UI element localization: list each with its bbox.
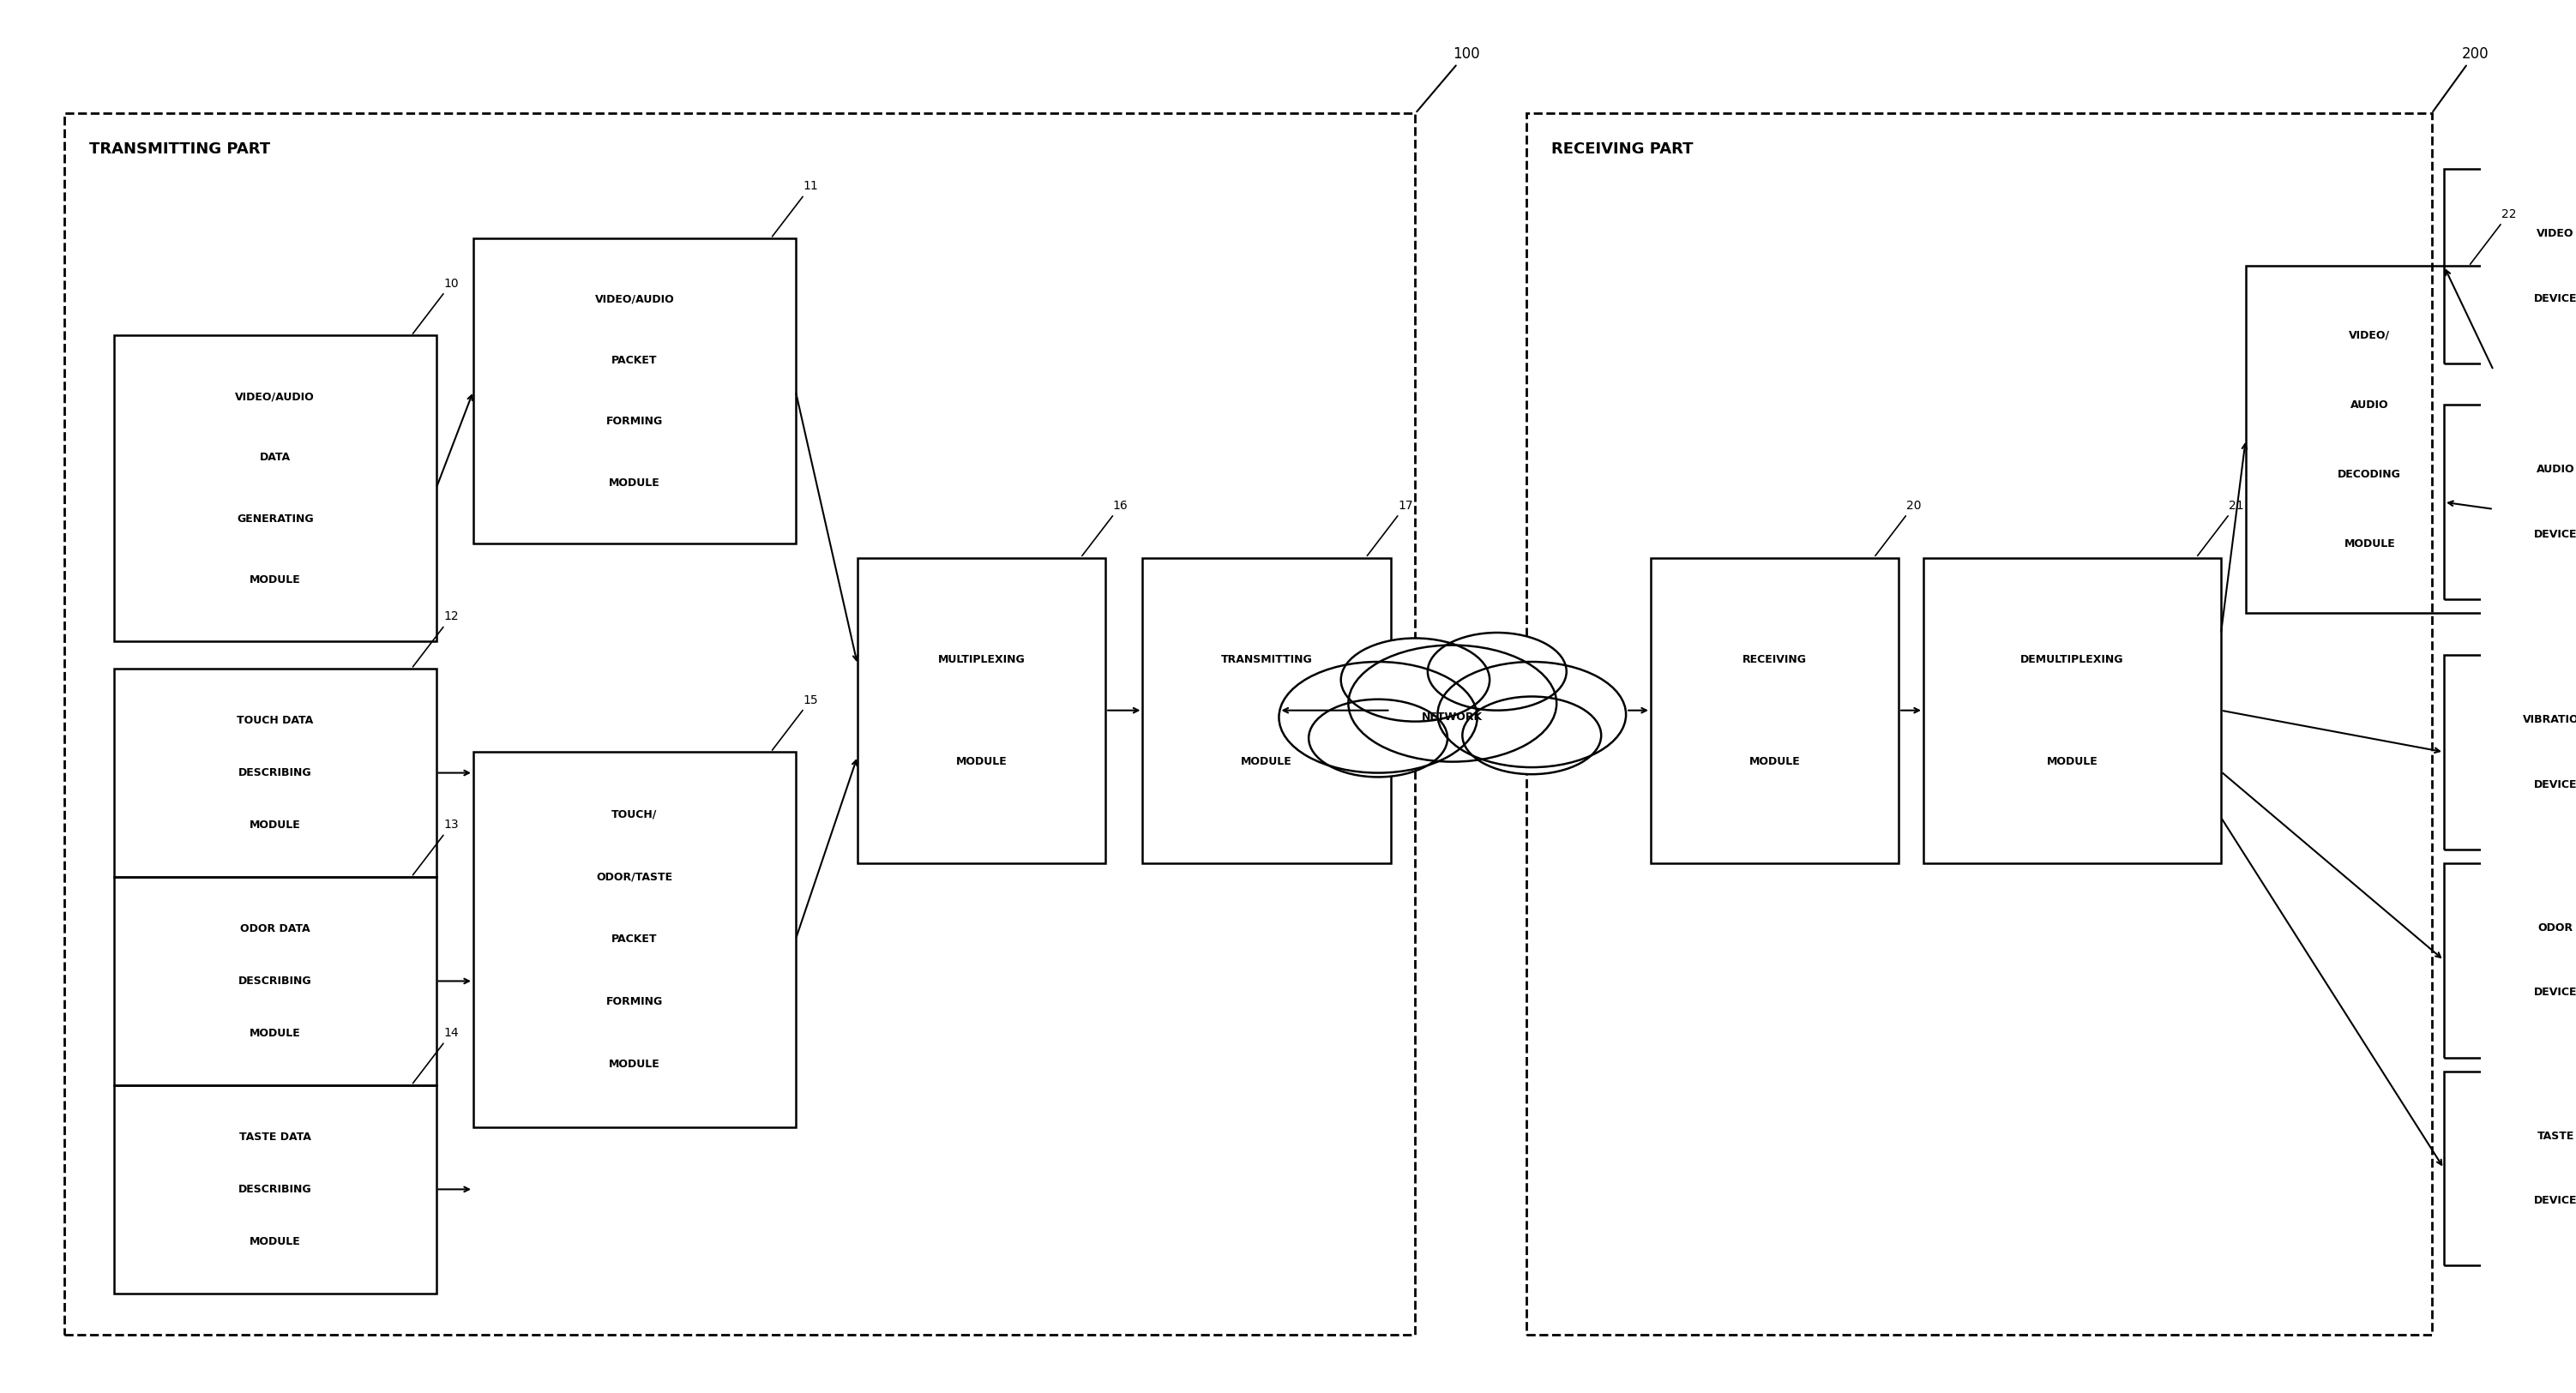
Bar	[2445, 864, 2576, 1057]
Bar	[1651, 557, 1899, 864]
Text: DECODING: DECODING	[2339, 469, 2401, 481]
Text: ODOR DATA: ODOR DATA	[240, 924, 309, 935]
Text: NETWORK: NETWORK	[1422, 712, 1484, 723]
Text: MODULE: MODULE	[250, 574, 301, 585]
Text: 17: 17	[1368, 500, 1414, 556]
Text: RECEIVING: RECEIVING	[1741, 653, 1806, 664]
Text: DEVICE: DEVICE	[2535, 529, 2576, 540]
Text: TASTE: TASTE	[2537, 1131, 2573, 1142]
Bar	[113, 1085, 435, 1294]
Text: DEVICE: DEVICE	[2535, 293, 2576, 304]
Text: DESCRIBING: DESCRIBING	[240, 768, 312, 779]
Bar	[1144, 557, 1391, 864]
Bar	[2445, 1071, 2576, 1266]
Text: MODULE: MODULE	[250, 1028, 301, 1039]
Circle shape	[1278, 662, 1476, 773]
Bar	[2246, 266, 2494, 613]
Bar	[2445, 655, 2576, 850]
Text: VIDEO/: VIDEO/	[2349, 330, 2391, 341]
Text: 22: 22	[2470, 208, 2517, 265]
Text: AUDIO: AUDIO	[2537, 464, 2573, 475]
Text: PACKET: PACKET	[611, 355, 657, 366]
Text: TOUCH DATA: TOUCH DATA	[237, 715, 314, 726]
Text: AUDIO: AUDIO	[2349, 400, 2388, 411]
Circle shape	[1347, 645, 1556, 762]
Text: DEVICE: DEVICE	[2535, 988, 2576, 999]
Bar	[474, 752, 796, 1127]
Bar	[2445, 405, 2576, 599]
Text: MODULE: MODULE	[608, 478, 659, 489]
Text: DESCRIBING: DESCRIBING	[240, 975, 312, 986]
Bar	[1528, 113, 2432, 1334]
Text: 10: 10	[412, 277, 459, 334]
Text: 12: 12	[412, 610, 459, 667]
Bar	[64, 113, 1414, 1334]
Text: RECEIVING PART: RECEIVING PART	[1551, 141, 1692, 156]
Text: GENERATING: GENERATING	[237, 513, 314, 524]
Text: DATA: DATA	[260, 453, 291, 464]
Text: DEVICE: DEVICE	[2535, 1195, 2576, 1206]
Text: DESCRIBING: DESCRIBING	[240, 1184, 312, 1195]
Text: VIDEO/AUDIO: VIDEO/AUDIO	[595, 294, 675, 305]
Text: FORMING: FORMING	[605, 996, 662, 1007]
Text: VIDEO: VIDEO	[2537, 228, 2573, 240]
Text: DEMULTIPLEXING: DEMULTIPLEXING	[2020, 653, 2123, 664]
Text: TASTE DATA: TASTE DATA	[240, 1131, 312, 1142]
Text: MODULE: MODULE	[2045, 756, 2097, 768]
Text: PACKET: PACKET	[611, 933, 657, 944]
Text: VIDEO/AUDIO: VIDEO/AUDIO	[234, 391, 314, 403]
Text: MODULE: MODULE	[250, 819, 301, 830]
Text: TOUCH/: TOUCH/	[611, 809, 657, 820]
Text: MODULE: MODULE	[1242, 756, 1293, 768]
Text: 11: 11	[773, 180, 819, 237]
Text: MODULE: MODULE	[2344, 538, 2396, 549]
Text: MULTIPLEXING: MULTIPLEXING	[938, 653, 1025, 664]
Text: ODOR/TASTE: ODOR/TASTE	[595, 872, 672, 883]
Bar	[858, 557, 1105, 864]
Text: TRANSMITTING PART: TRANSMITTING PART	[90, 141, 270, 156]
Text: MODULE: MODULE	[956, 756, 1007, 768]
Circle shape	[1342, 638, 1489, 722]
Text: ODOR: ODOR	[2537, 922, 2573, 933]
Text: FORMING: FORMING	[605, 417, 662, 428]
Bar	[113, 336, 435, 641]
Bar	[2445, 169, 2576, 364]
Bar	[113, 878, 435, 1085]
Text: MODULE: MODULE	[608, 1059, 659, 1070]
Circle shape	[1309, 699, 1448, 777]
Text: 20: 20	[1875, 500, 1922, 556]
Text: 15: 15	[773, 694, 819, 751]
Text: VIBRATION: VIBRATION	[2522, 715, 2576, 726]
Circle shape	[1427, 632, 1566, 710]
Text: MODULE: MODULE	[1749, 756, 1801, 768]
Bar	[113, 669, 435, 878]
Text: 100: 100	[1417, 46, 1479, 111]
Circle shape	[1463, 696, 1602, 775]
Bar	[1924, 557, 2221, 864]
Text: DEVICE: DEVICE	[2535, 779, 2576, 790]
Bar	[474, 238, 796, 543]
Text: 14: 14	[412, 1027, 459, 1084]
Circle shape	[1437, 662, 1625, 768]
Text: TRANSMITTING: TRANSMITTING	[1221, 653, 1311, 664]
Text: 16: 16	[1082, 500, 1128, 556]
Text: 200: 200	[2432, 46, 2488, 111]
Text: 21: 21	[2197, 500, 2244, 556]
Text: 13: 13	[412, 819, 459, 875]
Text: MODULE: MODULE	[250, 1236, 301, 1247]
